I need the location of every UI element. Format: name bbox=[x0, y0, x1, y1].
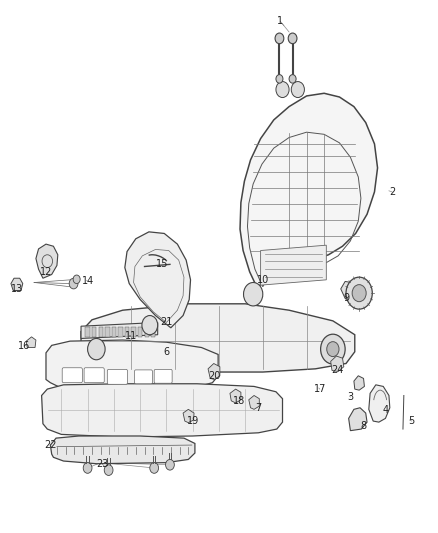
Polygon shape bbox=[369, 385, 390, 422]
Circle shape bbox=[73, 275, 80, 284]
Circle shape bbox=[244, 282, 263, 306]
Polygon shape bbox=[46, 340, 218, 392]
Text: 12: 12 bbox=[40, 267, 52, 277]
Text: 9: 9 bbox=[343, 294, 349, 303]
Polygon shape bbox=[230, 389, 241, 403]
Polygon shape bbox=[81, 322, 158, 338]
Bar bbox=[125, 327, 129, 337]
Text: 15: 15 bbox=[156, 259, 168, 269]
Text: 2: 2 bbox=[389, 187, 395, 197]
FancyBboxPatch shape bbox=[134, 370, 152, 384]
Text: 1: 1 bbox=[277, 17, 283, 26]
Text: 22: 22 bbox=[44, 440, 57, 450]
Circle shape bbox=[83, 463, 92, 473]
Polygon shape bbox=[354, 376, 364, 390]
Bar bbox=[118, 327, 123, 337]
Circle shape bbox=[276, 75, 283, 83]
Text: 11: 11 bbox=[125, 331, 138, 341]
Polygon shape bbox=[26, 337, 36, 348]
Circle shape bbox=[69, 278, 78, 289]
Circle shape bbox=[291, 82, 304, 98]
Bar bbox=[145, 327, 149, 337]
Text: 21: 21 bbox=[160, 318, 173, 327]
Text: 23: 23 bbox=[97, 459, 109, 469]
Polygon shape bbox=[341, 281, 354, 298]
Text: 14: 14 bbox=[81, 277, 94, 286]
Circle shape bbox=[88, 338, 105, 360]
Bar bbox=[131, 327, 136, 337]
Circle shape bbox=[288, 33, 297, 44]
Polygon shape bbox=[240, 93, 378, 290]
Polygon shape bbox=[249, 395, 259, 409]
Text: 19: 19 bbox=[187, 416, 199, 426]
Circle shape bbox=[104, 465, 113, 475]
Text: 13: 13 bbox=[11, 284, 24, 294]
Text: 8: 8 bbox=[360, 422, 367, 431]
Circle shape bbox=[150, 463, 159, 473]
Polygon shape bbox=[36, 244, 58, 278]
Circle shape bbox=[327, 342, 339, 357]
Bar bbox=[138, 327, 142, 337]
Text: 7: 7 bbox=[255, 403, 261, 413]
Circle shape bbox=[275, 33, 284, 44]
Text: 3: 3 bbox=[347, 392, 353, 402]
FancyBboxPatch shape bbox=[84, 368, 104, 383]
Circle shape bbox=[289, 75, 296, 83]
Circle shape bbox=[142, 316, 158, 335]
Circle shape bbox=[321, 334, 345, 364]
Text: 18: 18 bbox=[233, 396, 245, 406]
Polygon shape bbox=[331, 356, 344, 372]
FancyBboxPatch shape bbox=[154, 369, 172, 383]
Bar bbox=[112, 327, 116, 337]
Polygon shape bbox=[42, 384, 283, 437]
Bar bbox=[85, 327, 90, 337]
Bar bbox=[92, 327, 96, 337]
Circle shape bbox=[352, 285, 366, 302]
FancyBboxPatch shape bbox=[107, 369, 127, 384]
Polygon shape bbox=[125, 232, 191, 328]
Circle shape bbox=[166, 459, 174, 470]
Circle shape bbox=[346, 277, 372, 309]
Bar bbox=[105, 327, 110, 337]
Polygon shape bbox=[50, 436, 195, 464]
Polygon shape bbox=[261, 245, 326, 285]
Text: 24: 24 bbox=[331, 366, 343, 375]
Bar bbox=[99, 327, 103, 337]
Polygon shape bbox=[208, 364, 220, 379]
Bar bbox=[151, 327, 155, 337]
Text: 17: 17 bbox=[314, 384, 326, 394]
Polygon shape bbox=[349, 408, 367, 431]
FancyBboxPatch shape bbox=[62, 368, 82, 383]
Polygon shape bbox=[81, 304, 355, 372]
Polygon shape bbox=[183, 409, 194, 423]
Text: 4: 4 bbox=[382, 406, 389, 415]
Text: 5: 5 bbox=[409, 416, 415, 426]
Text: 20: 20 bbox=[208, 371, 221, 381]
Text: 6: 6 bbox=[163, 347, 170, 357]
Text: 10: 10 bbox=[257, 275, 269, 285]
Circle shape bbox=[276, 82, 289, 98]
Text: 16: 16 bbox=[18, 342, 30, 351]
Polygon shape bbox=[11, 278, 23, 290]
